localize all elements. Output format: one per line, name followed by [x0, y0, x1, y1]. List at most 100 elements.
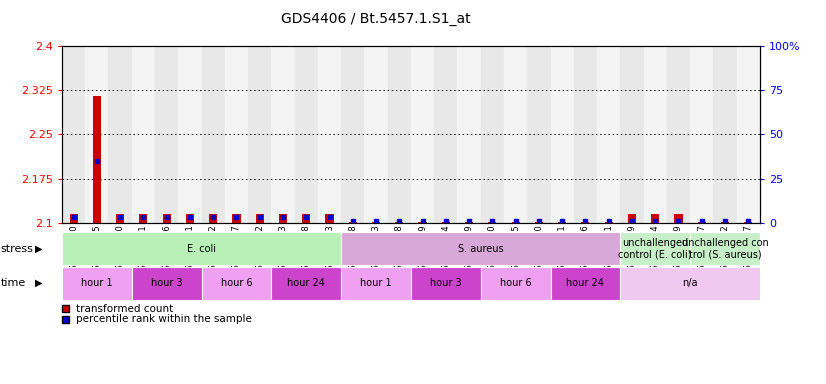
Bar: [620, 232, 691, 265]
Bar: [93, 96, 101, 223]
Text: percentile rank within the sample: percentile rank within the sample: [76, 314, 252, 324]
Point: [742, 218, 755, 224]
Bar: [558, 222, 567, 223]
Text: hour 1: hour 1: [81, 278, 112, 288]
Bar: [132, 46, 155, 223]
Bar: [387, 46, 411, 223]
Text: hour 24: hour 24: [567, 278, 605, 288]
Bar: [341, 232, 620, 265]
Point: [672, 218, 685, 224]
Text: unchallenged con
trol (S. aureus): unchallenged con trol (S. aureus): [681, 238, 768, 260]
Bar: [511, 222, 520, 223]
Bar: [163, 214, 171, 223]
Point: [160, 214, 173, 220]
Point: [416, 218, 430, 224]
Bar: [481, 267, 550, 300]
Point: [625, 218, 638, 224]
Text: n/a: n/a: [682, 278, 698, 288]
Bar: [737, 46, 760, 223]
Text: hour 24: hour 24: [287, 278, 325, 288]
Bar: [550, 46, 574, 223]
Point: [90, 158, 103, 164]
Bar: [411, 267, 481, 300]
Text: S. aureus: S. aureus: [458, 243, 504, 254]
Point: [300, 214, 313, 220]
Bar: [574, 46, 597, 223]
Point: [206, 214, 220, 220]
Bar: [108, 46, 132, 223]
Point: [439, 218, 453, 224]
Text: hour 3: hour 3: [151, 278, 183, 288]
Bar: [395, 222, 403, 223]
Bar: [620, 267, 760, 300]
Bar: [372, 222, 380, 223]
Bar: [232, 214, 240, 223]
Bar: [527, 46, 550, 223]
Bar: [132, 267, 202, 300]
Bar: [364, 46, 387, 223]
Text: unchallenged
control (E. coli): unchallenged control (E. coli): [619, 238, 692, 260]
Bar: [85, 46, 108, 223]
Bar: [691, 46, 714, 223]
Bar: [605, 222, 613, 223]
Bar: [295, 46, 318, 223]
Bar: [411, 46, 434, 223]
Bar: [62, 232, 341, 265]
Point: [579, 218, 592, 224]
Text: transformed count: transformed count: [76, 304, 173, 314]
Bar: [582, 222, 590, 223]
Bar: [349, 222, 357, 223]
Bar: [248, 46, 271, 223]
Bar: [202, 46, 225, 223]
Bar: [481, 46, 504, 223]
Bar: [279, 214, 287, 223]
Point: [323, 214, 336, 220]
Bar: [116, 214, 124, 223]
Point: [230, 214, 243, 220]
Bar: [202, 267, 271, 300]
Text: time: time: [1, 278, 26, 288]
Point: [486, 218, 499, 224]
Bar: [318, 46, 341, 223]
Bar: [620, 46, 643, 223]
Point: [719, 218, 732, 224]
Bar: [62, 267, 132, 300]
Bar: [550, 267, 620, 300]
Point: [369, 218, 382, 224]
Bar: [465, 222, 473, 223]
Bar: [271, 267, 341, 300]
Bar: [140, 214, 148, 223]
Point: [556, 218, 569, 224]
Point: [463, 218, 476, 224]
Bar: [434, 46, 458, 223]
Bar: [302, 214, 311, 223]
Bar: [674, 214, 682, 223]
Bar: [442, 222, 450, 223]
Text: E. coli: E. coli: [187, 243, 216, 254]
Bar: [178, 46, 202, 223]
Bar: [341, 267, 411, 300]
Bar: [209, 214, 217, 223]
Bar: [721, 222, 729, 223]
Point: [392, 218, 406, 224]
Bar: [155, 46, 178, 223]
Point: [532, 218, 545, 224]
Bar: [69, 214, 78, 223]
Text: stress: stress: [1, 243, 34, 254]
Point: [277, 214, 290, 220]
Bar: [458, 46, 481, 223]
Bar: [691, 232, 760, 265]
Bar: [504, 46, 527, 223]
Bar: [744, 222, 752, 223]
Point: [602, 218, 615, 224]
Bar: [488, 222, 496, 223]
Bar: [643, 46, 667, 223]
Point: [183, 214, 197, 220]
Point: [113, 214, 126, 220]
Bar: [628, 214, 636, 223]
Bar: [651, 214, 659, 223]
Bar: [667, 46, 691, 223]
Point: [137, 214, 150, 220]
Bar: [186, 214, 194, 223]
Bar: [325, 214, 334, 223]
